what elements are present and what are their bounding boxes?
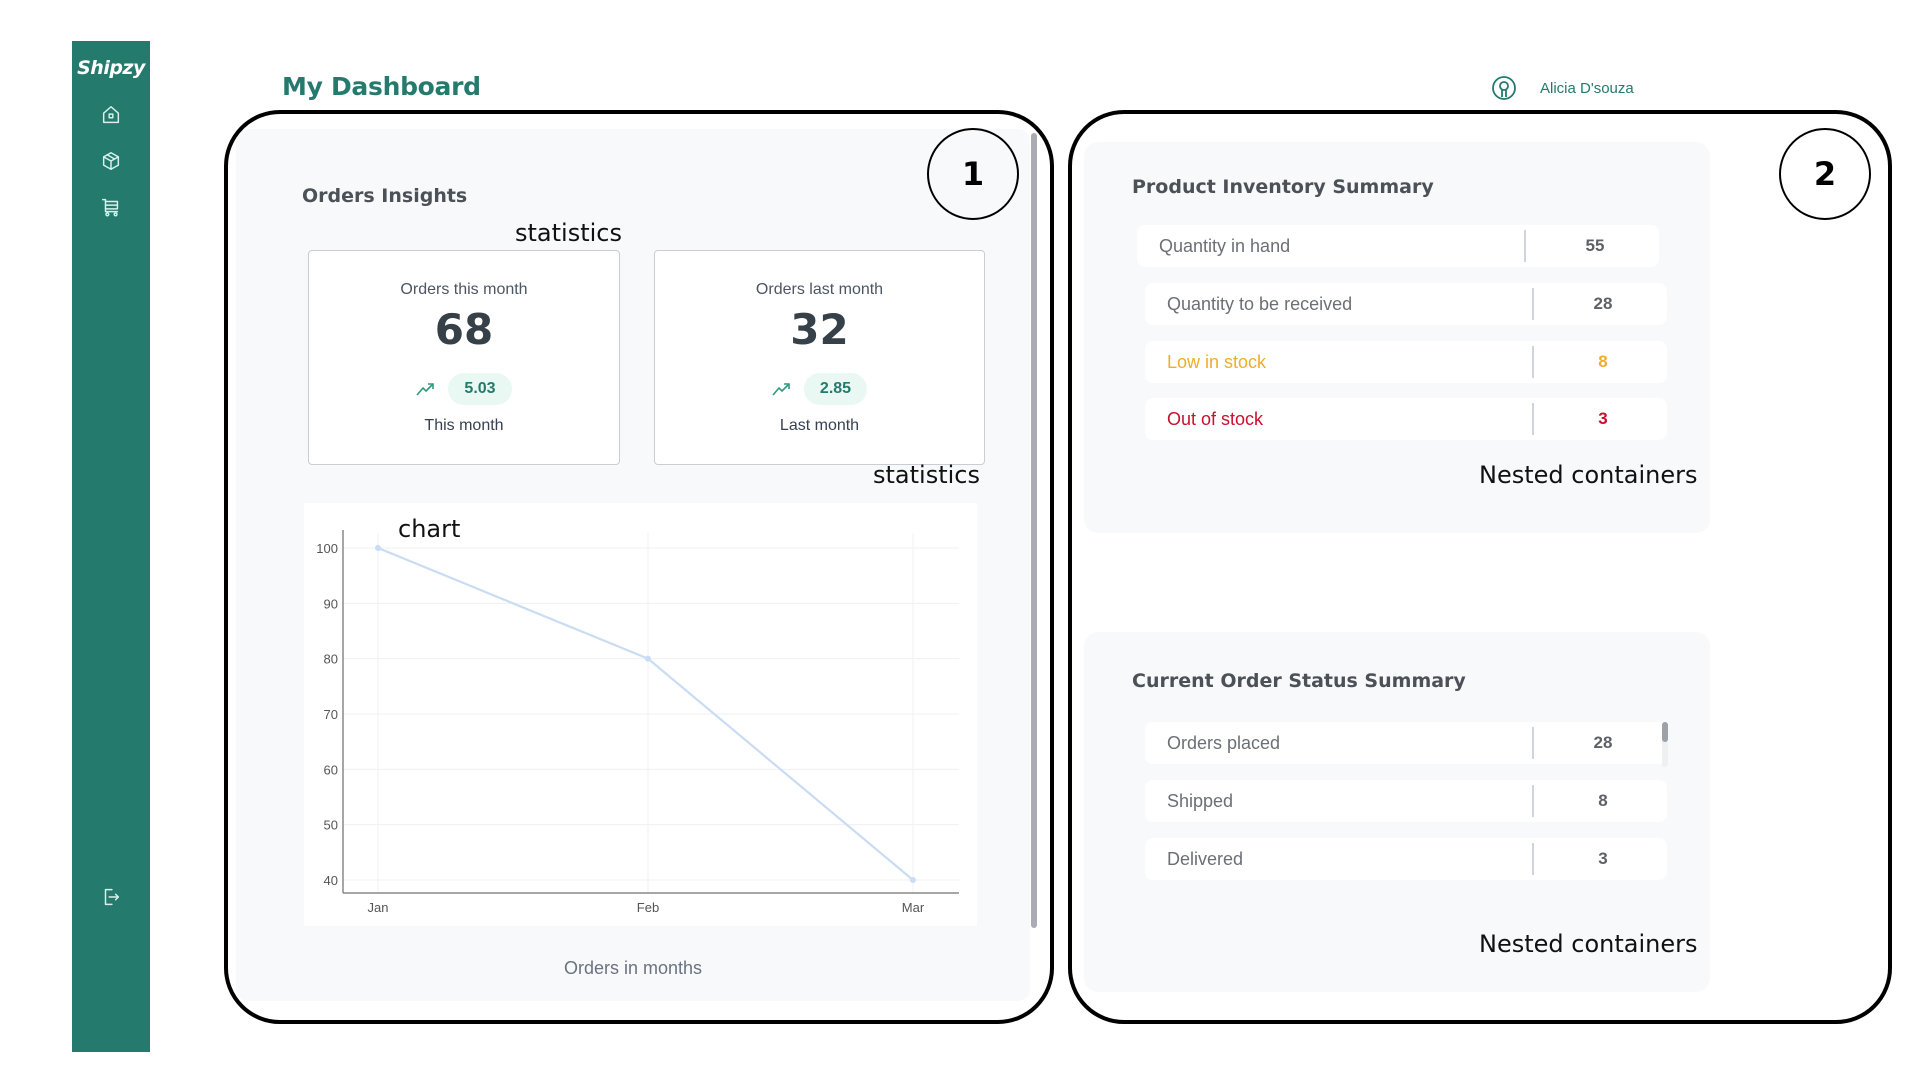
order-status-row[interactable]: Delivered 3 [1145, 838, 1667, 880]
orders-insights-title: Orders Insights [302, 185, 468, 207]
row-value: 3 [1598, 409, 1608, 428]
annotation-marker-2: 2 [1779, 128, 1871, 220]
chart-canvas: 40 50 60 70 80 90 100 Jan Feb Mar [316, 530, 959, 915]
row-value: 55 [1585, 236, 1605, 255]
row-divider [1532, 346, 1534, 378]
annotation-statistics-2: statistics [873, 461, 980, 489]
stat-sublabel: Last month [779, 417, 860, 434]
inventory-row[interactable]: Low in stock 8 [1145, 341, 1667, 383]
row-label: Out of stock [1167, 408, 1264, 429]
inventory-row[interactable]: Quantity to be received 28 [1145, 283, 1667, 325]
row-value: 28 [1593, 733, 1613, 752]
data-point[interactable] [375, 545, 381, 551]
data-point[interactable] [645, 655, 651, 662]
y-tick-label: 40 [324, 873, 338, 888]
row-divider [1532, 843, 1534, 875]
sidebar-item-orders[interactable] [99, 195, 123, 219]
annotation-statistics-1: statistics [515, 219, 622, 247]
annotation-region-2 [1068, 110, 1892, 1024]
trend-indicator: 5.03 [309, 373, 619, 405]
trend-badge: 5.03 [448, 373, 512, 405]
order-status-row[interactable]: Shipped 8 [1145, 780, 1667, 822]
logout-button[interactable] [99, 885, 123, 909]
user-avatar-icon [1492, 76, 1516, 100]
y-tick-label: 70 [324, 707, 338, 722]
y-tick-label: 100 [316, 541, 338, 556]
sidebar-item-products[interactable] [99, 149, 123, 173]
page-title: My Dashboard [282, 72, 481, 101]
y-tick-label: 80 [324, 652, 338, 667]
stat-value: 68 [434, 305, 494, 354]
chart-caption: Orders in months [563, 958, 703, 978]
row-value: 8 [1598, 791, 1608, 810]
stat-label: Orders last month [755, 281, 884, 298]
row-label: Quantity in hand [1159, 235, 1291, 256]
trend-badge: 2.85 [803, 373, 868, 405]
order-status-scrollbar[interactable] [1662, 722, 1668, 767]
annotation-marker-1: 1 [927, 128, 1019, 220]
row-divider [1532, 403, 1534, 435]
order-status-row[interactable]: Orders placed 28 [1145, 722, 1667, 764]
row-divider [1532, 785, 1534, 817]
x-tick-label: Feb [637, 900, 659, 915]
stat-card-last-month: Orders last month 32 2.85 Last month [654, 250, 985, 465]
row-label: Orders placed [1167, 732, 1281, 753]
stat-label: Orders this month [400, 281, 528, 298]
trending-up-icon [772, 383, 790, 396]
order-status-title: Current Order Status Summary [1132, 670, 1466, 692]
x-tick-label: Mar [902, 900, 925, 915]
cart-icon [102, 198, 119, 217]
row-label: Quantity to be received [1167, 293, 1353, 314]
panel-scrollbar[interactable] [1031, 133, 1037, 928]
annotation-chart: chart [398, 515, 461, 543]
trending-up-icon [416, 383, 435, 396]
row-label: Low in stock [1167, 351, 1267, 372]
row-value: 8 [1598, 352, 1608, 371]
annotation-nested-1: Nested containers [1479, 461, 1698, 489]
inventory-row[interactable]: Quantity in hand 55 [1137, 225, 1659, 267]
row-value: 28 [1593, 294, 1613, 313]
trend-indicator: 2.85 [655, 373, 984, 405]
inventory-row[interactable]: Out of stock 3 [1145, 398, 1667, 440]
inventory-summary-container: Product Inventory Summary [1084, 142, 1710, 533]
home-icon [102, 106, 120, 124]
y-tick-label: 90 [324, 596, 338, 611]
stat-card-this-month: Orders this month 68 5.03 This month [308, 250, 620, 465]
stat-value: 32 [790, 305, 849, 354]
package-icon [102, 152, 120, 170]
user-name: Alicia D'souza [1540, 79, 1634, 97]
annotation-nested-2: Nested containers [1479, 930, 1698, 958]
sidebar-item-home[interactable] [99, 103, 123, 127]
stat-sublabel: This month [424, 417, 504, 434]
row-label: Delivered [1167, 848, 1244, 869]
data-point[interactable] [910, 877, 916, 883]
user-profile[interactable]: Alicia D'souza [1490, 74, 1634, 102]
orders-line-chart: 40 50 60 70 80 90 100 Jan Feb Mar [304, 503, 977, 926]
logout-icon [104, 888, 120, 906]
sidebar: Shipzy [72, 41, 150, 1052]
x-tick-label: Jan [368, 900, 389, 915]
row-divider [1532, 727, 1534, 759]
y-tick-label: 50 [324, 818, 338, 833]
row-value: 3 [1598, 849, 1608, 868]
inventory-title: Product Inventory Summary [1132, 176, 1434, 198]
row-divider [1524, 230, 1526, 262]
annotation-region-1 [224, 110, 1054, 1024]
app-logo[interactable]: Shipzy [77, 57, 145, 79]
row-divider [1532, 288, 1534, 320]
row-label: Shipped [1167, 790, 1234, 811]
y-tick-label: 60 [324, 762, 338, 777]
